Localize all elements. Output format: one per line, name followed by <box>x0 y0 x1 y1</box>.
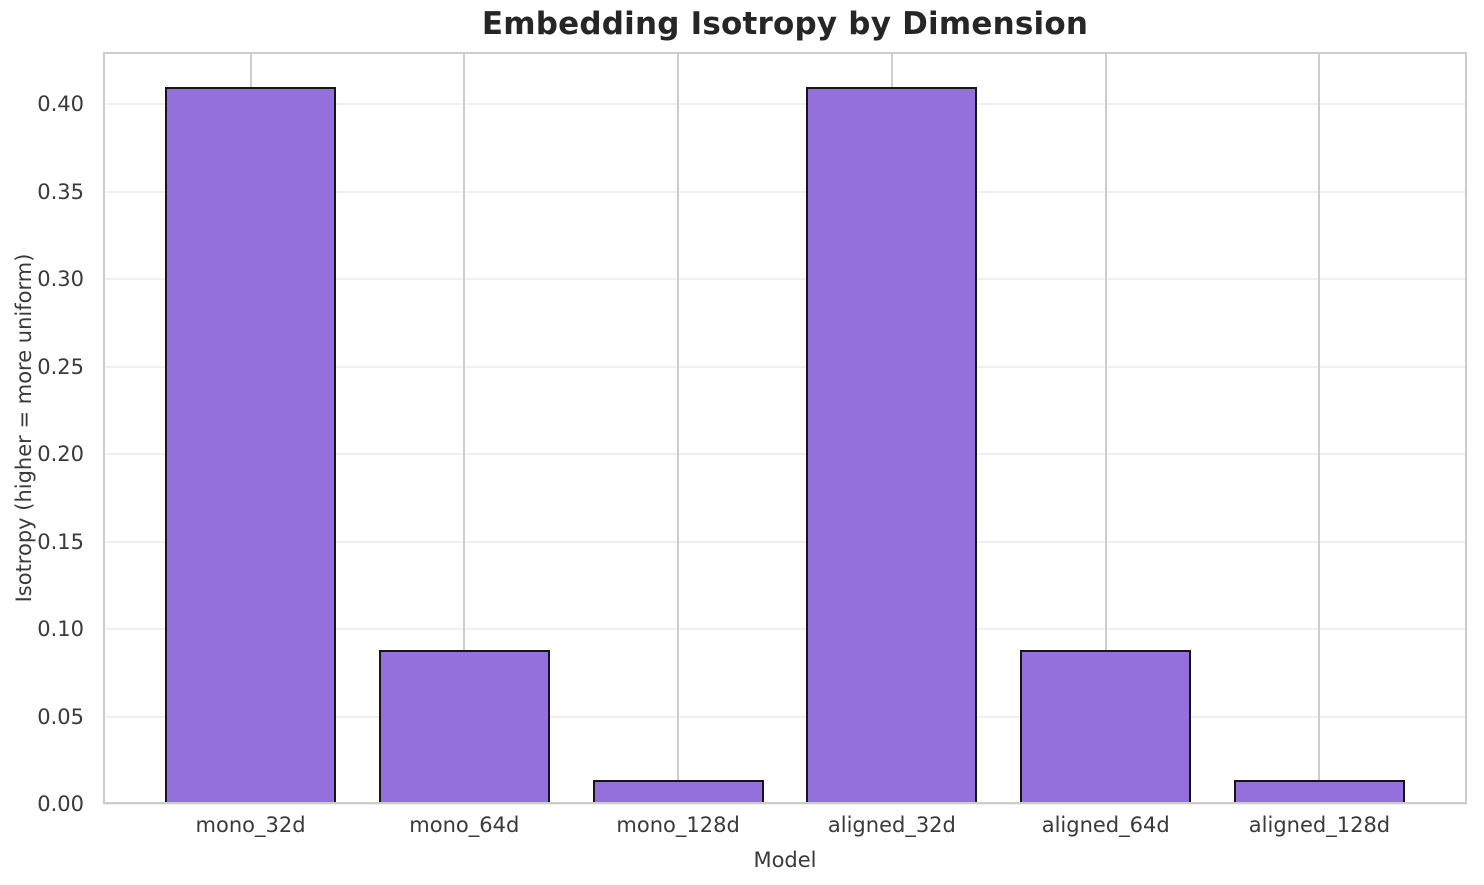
ytick-label-0.15: 0.15 <box>37 529 84 554</box>
vgrid-line-mono_128d <box>677 52 680 804</box>
hgrid-line-0.00 <box>103 803 1467 805</box>
hgrid-line-0.20 <box>103 453 1467 456</box>
bar-aligned_128d <box>1233 779 1405 804</box>
xtick-label-mono_128d: mono_128d <box>616 813 740 837</box>
bar-mono_128d <box>592 779 764 804</box>
ytick-label-0.00: 0.00 <box>37 792 84 816</box>
xtick-label-aligned_32d: aligned_32d <box>827 813 956 837</box>
ytick-label-0.20: 0.20 <box>37 442 84 467</box>
hgrid-line-0.30 <box>103 278 1467 281</box>
xtick-label-aligned_64d: aligned_64d <box>1041 813 1170 837</box>
ytick-label-0.40: 0.40 <box>37 92 84 117</box>
bar-aligned_32d <box>806 86 978 804</box>
hgrid-line-0.05 <box>103 715 1467 718</box>
ytick-label-0.35: 0.35 <box>37 179 84 204</box>
xtick-label-mono_32d: mono_32d <box>195 813 306 837</box>
bar-mono_64d <box>378 650 550 804</box>
ytick-label-0.10: 0.10 <box>37 617 84 642</box>
vgrid-line-aligned_64d <box>1104 52 1107 804</box>
vgrid-line-aligned_128d <box>1318 52 1321 804</box>
bar-aligned_64d <box>1020 650 1192 804</box>
hgrid-line-0.35 <box>103 190 1467 193</box>
xtick-label-aligned_128d: aligned_128d <box>1248 813 1391 837</box>
ytick-label-0.05: 0.05 <box>37 704 84 729</box>
bar-mono_32d <box>165 86 337 804</box>
hgrid-line-0.10 <box>103 628 1467 631</box>
ytick-label-0.30: 0.30 <box>37 267 84 292</box>
hgrid-line-0.15 <box>103 540 1467 543</box>
x-axis-label: Model <box>753 848 817 872</box>
xtick-label-mono_64d: mono_64d <box>409 813 520 837</box>
hgrid-line-0.40 <box>103 103 1467 106</box>
vgrid-line-mono_64d <box>463 52 466 804</box>
plot-area <box>103 52 1467 805</box>
hgrid-line-0.25 <box>103 365 1467 368</box>
ytick-label-0.25: 0.25 <box>37 354 84 379</box>
chart-title: Embedding Isotropy by Dimension <box>481 6 1089 42</box>
